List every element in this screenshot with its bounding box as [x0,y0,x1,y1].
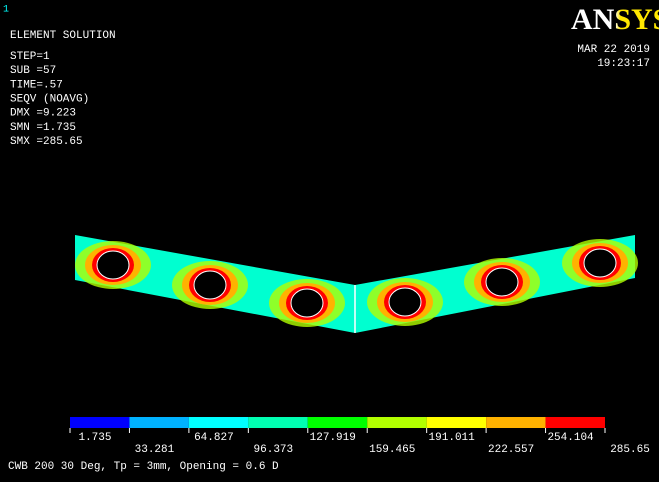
hole [194,271,226,299]
legend-label: 33.281 [135,444,175,456]
legend-label: 222.557 [488,444,534,456]
legend-swatch [308,417,367,428]
legend-swatch [367,417,426,428]
header-line: SEQV (NOAVG) [10,94,89,106]
header-line: DMX =9.223 [10,108,76,120]
legend-swatch [70,417,129,428]
window-number: 1 [3,5,9,16]
legend-swatch [486,417,545,428]
legend-label: 127.919 [310,432,356,444]
legend-swatch [546,417,605,428]
header-line: STEP=1 [10,51,50,63]
hole [584,249,616,277]
legend-swatch [189,417,248,428]
result-title: ELEMENT SOLUTION [10,30,116,42]
header-line: SMX =285.65 [10,136,83,148]
ansys-window: 1 ELEMENT SOLUTION ANSYS MAR 22 2019 19:… [0,0,659,482]
hole [97,251,129,279]
legend-label: 159.465 [369,444,415,456]
legend-label: 1.735 [78,432,111,444]
time: 19:23:17 [597,58,650,70]
header-line: SUB =57 [10,65,56,77]
header-line: TIME=.57 [10,79,63,91]
legend-label: 64.827 [194,432,234,444]
page: {"window_number": "1", "header": {"title… [0,0,659,482]
logo: ANSYS [571,3,659,36]
header-line: SMN =1.735 [10,122,76,134]
legend-swatch [427,417,486,428]
legend-swatch [129,417,188,428]
hole [291,289,323,317]
legend-label: 254.104 [547,432,594,444]
legend-label: 285.65 [610,444,650,456]
hole [486,268,518,296]
date: MAR 22 2019 [577,44,650,56]
footer-title: CWB 200 30 Deg, Tp = 3mm, Opening = 0.6 … [8,461,279,473]
hole [389,288,421,316]
legend-swatch [248,417,307,428]
legend-label: 191.011 [429,432,476,444]
legend-label: 96.373 [254,444,294,456]
